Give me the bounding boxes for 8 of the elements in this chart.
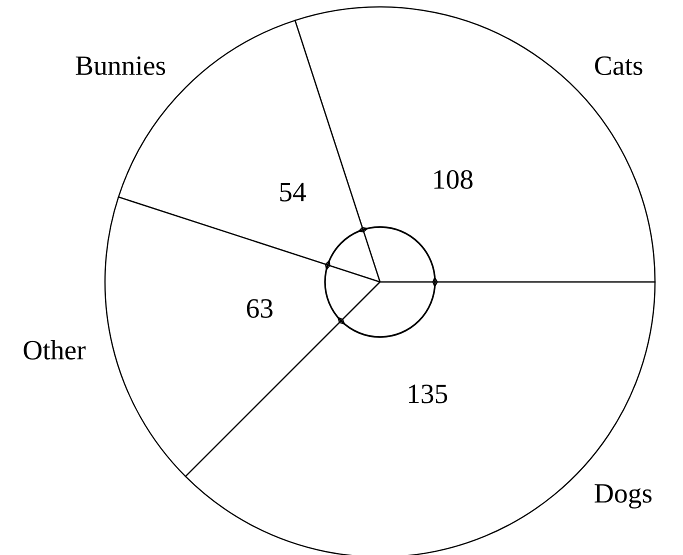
data-label: 63 (246, 299, 272, 318)
slice-label: Dogs (594, 484, 652, 508)
data-label: 54 (280, 182, 306, 202)
data-label: 108 (434, 170, 473, 189)
slice-label: Cats (595, 56, 642, 76)
slice-label: Bunnies (76, 56, 166, 76)
slice-label: Other (24, 340, 86, 360)
data-label: 135 (408, 384, 448, 404)
